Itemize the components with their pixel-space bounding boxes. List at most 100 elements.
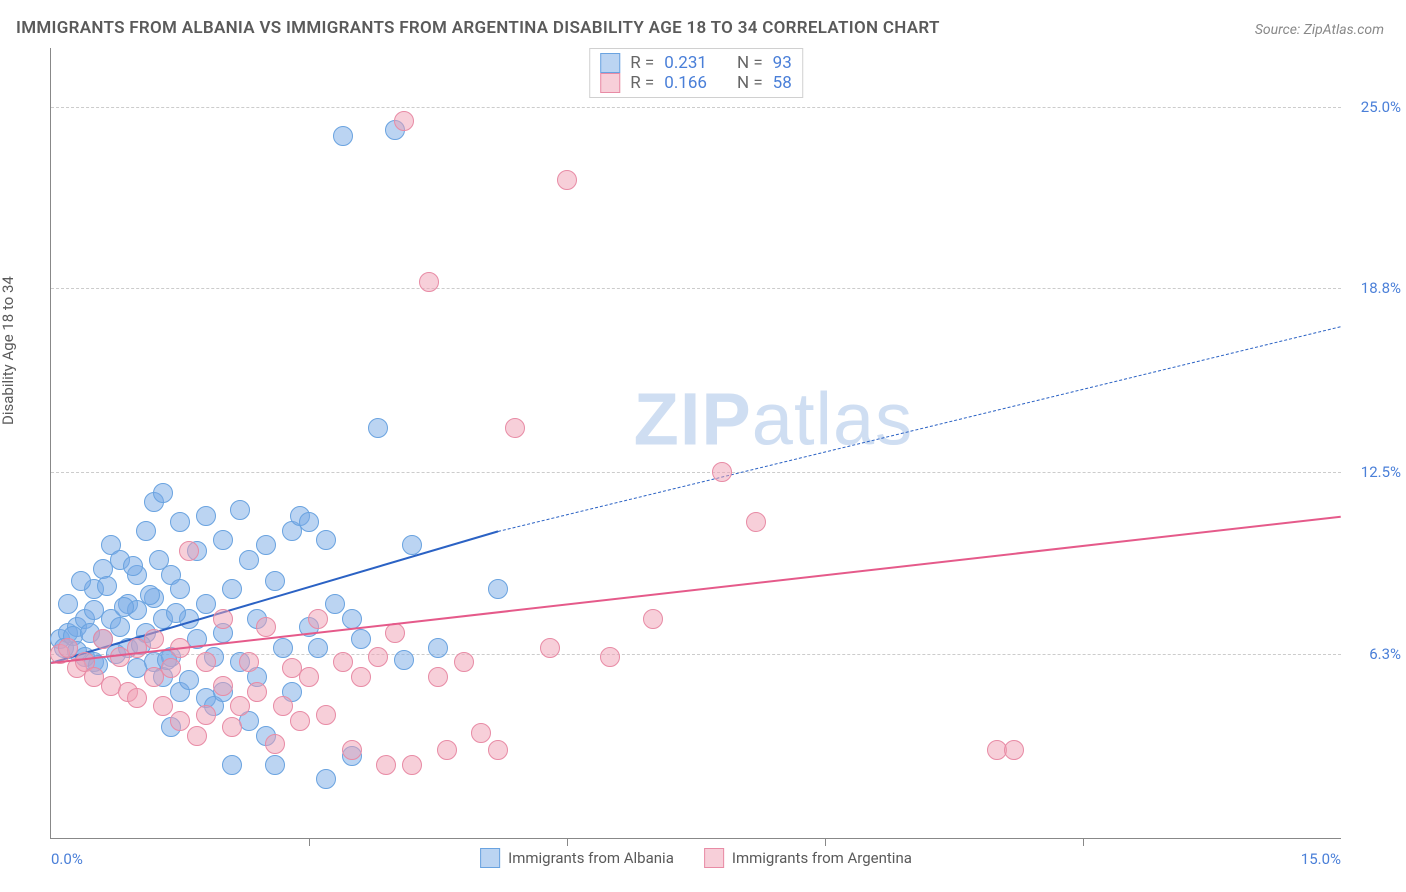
scatter-point [402,755,422,775]
scatter-point [376,755,396,775]
x-tick [567,838,568,846]
scatter-point [428,638,448,658]
scatter-point [1004,740,1024,760]
y-tick-label: 18.8% [1361,279,1401,297]
y-tick-label: 6.3% [1369,645,1401,663]
trend-line [51,516,1341,664]
scatter-point [166,603,186,623]
x-tick [825,838,826,846]
scatter-point [256,617,276,637]
scatter-point [265,734,285,754]
chart-title: IMMIGRANTS FROM ALBANIA VS IMMIGRANTS FR… [16,18,940,38]
scatter-point [505,418,525,438]
scatter-point [342,740,362,760]
scatter-point [170,711,190,731]
gridline [51,288,1341,289]
scatter-point [196,705,216,725]
legend-row-argentina: R = 0.166 N = 58 [600,73,792,93]
legend-row-albania: R = 0.231 N = 93 [600,53,792,73]
scatter-point [239,550,259,570]
swatch-albania [600,53,620,73]
scatter-point [136,521,156,541]
x-axis-min-label: 0.0% [51,850,83,868]
scatter-point [256,535,276,555]
watermark: ZIPatlas [634,377,913,462]
scatter-point [333,652,353,672]
scatter-point [488,579,508,599]
scatter-point [351,667,371,687]
scatter-point [187,726,207,746]
scatter-point [196,652,216,672]
scatter-point [114,597,134,617]
scatter-point [170,512,190,532]
scatter-point [230,500,250,520]
scatter-point [140,585,160,605]
scatter-point [273,696,293,716]
scatter-point [557,170,577,190]
scatter-point [316,530,336,550]
gridline [51,472,1341,473]
y-axis-label: Disability Age 18 to 34 [0,276,17,425]
y-tick-label: 25.0% [1361,98,1401,116]
scatter-point [213,609,233,629]
scatter-point [213,676,233,696]
scatter-point [428,667,448,687]
y-tick-label: 12.5% [1361,463,1401,481]
scatter-point [149,550,169,570]
x-tick [1083,838,1084,846]
scatter-point [342,609,362,629]
scatter-point [230,696,250,716]
correlation-legend: R = 0.231 N = 93 R = 0.166 N = 58 [589,48,803,98]
scatter-point [239,652,259,672]
scatter-point [316,705,336,725]
scatter-point [437,740,457,760]
scatter-point [71,571,91,591]
x-tick [309,838,310,846]
scatter-point [385,623,405,643]
scatter-point [643,609,663,629]
scatter-point [368,647,388,667]
source-attribution: Source: ZipAtlas.com [1255,22,1384,38]
scatter-point [161,658,181,678]
scatter-point [308,609,328,629]
swatch-argentina [600,73,620,93]
scatter-point [127,688,147,708]
scatter-point [308,638,328,658]
scatter-point [179,541,199,561]
scatter-point [333,126,353,146]
scatter-point [394,650,414,670]
scatter-point [540,638,560,658]
scatter-point [213,530,233,550]
scatter-point [58,638,78,658]
scatter-point [265,571,285,591]
scatter-point [196,506,216,526]
scatter-point [222,717,242,737]
scatter-point [419,272,439,292]
scatter-point [222,755,242,775]
scatter-point [153,696,173,716]
scatter-point [222,579,242,599]
scatter-point [351,629,371,649]
scatter-point [179,670,199,690]
scatter-point [123,556,143,576]
scatter-point [247,682,267,702]
scatter-point [454,652,474,672]
scatter-point [265,755,285,775]
legend-item-albania: Immigrants from Albania [480,848,674,868]
scatter-point [316,769,336,789]
swatch-albania-bottom [480,848,500,868]
scatter-chart: ZIPatlas R = 0.231 N = 93 R = 0.166 N = … [50,48,1341,839]
scatter-point [471,723,491,743]
legend-item-argentina: Immigrants from Argentina [704,848,912,868]
scatter-point [273,638,293,658]
scatter-point [368,418,388,438]
scatter-point [394,111,414,131]
scatter-point [97,576,117,596]
scatter-point [196,594,216,614]
trend-line [498,326,1341,532]
scatter-point [712,462,732,482]
scatter-point [144,629,164,649]
x-axis-max-label: 15.0% [1301,850,1341,868]
scatter-point [170,579,190,599]
scatter-point [299,512,319,532]
